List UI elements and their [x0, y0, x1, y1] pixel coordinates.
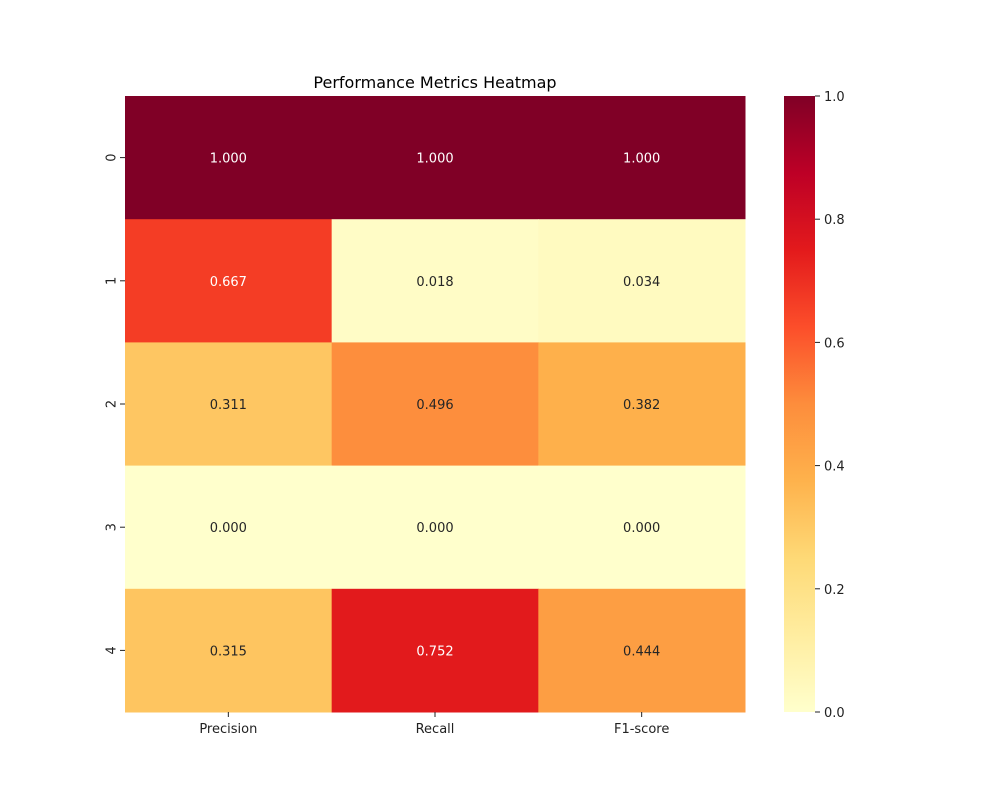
cell-value-label: 1.000 — [210, 152, 247, 167]
heatmap-cell-r4-f1-score — [538, 588, 746, 713]
cell-value-label: 0.000 — [623, 521, 660, 536]
cell-value-label: 0.667 — [210, 275, 247, 290]
heatmap-cell-r2-f1-score — [538, 342, 746, 467]
cell-value-label: 0.496 — [416, 398, 453, 413]
cell-value-label: 0.752 — [416, 644, 453, 659]
colorbar-tick-label: 0.4 — [824, 460, 845, 475]
x-tick-label: Recall — [416, 722, 455, 737]
cell-value-label: 0.034 — [623, 275, 660, 290]
heatmap-cell-r1-precision — [125, 219, 333, 343]
heatmap-cell-r2-recall — [331, 342, 539, 467]
heatmap-cell-r4-recall — [331, 588, 539, 713]
colorbar-gradient — [784, 96, 815, 712]
cell-value-label: 0.444 — [623, 644, 660, 659]
colorbar-tick-label: 0.0 — [824, 706, 845, 721]
cell-value-label: 0.311 — [210, 398, 247, 413]
cell-value-label: 0.000 — [416, 521, 453, 536]
chart-title: Performance Metrics Heatmap — [313, 73, 556, 92]
y-tick-label: 1 — [105, 277, 120, 285]
heatmap-cells — [125, 96, 746, 713]
cell-value-label: 1.000 — [623, 152, 660, 167]
cell-value-label: 0.000 — [210, 521, 247, 536]
heatmap-cell-r1-recall — [331, 219, 539, 343]
heatmap-cell-r0-f1-score — [538, 96, 746, 220]
colorbar-tick-label: 0.2 — [824, 583, 845, 598]
x-axis: Precision Recall F1-score — [199, 712, 669, 737]
y-tick-label: 2 — [105, 400, 120, 408]
y-tick-label: 0 — [105, 153, 120, 161]
heatmap-cell-r0-precision — [125, 96, 333, 220]
heatmap-cell-r4-precision — [125, 588, 333, 713]
heatmap-cell-r3-recall — [331, 465, 539, 590]
x-tick-label: Precision — [199, 722, 257, 737]
cell-value-label: 0.018 — [416, 275, 453, 290]
heatmap-cell-r3-f1-score — [538, 465, 746, 590]
heatmap-cell-r2-precision — [125, 342, 333, 467]
colorbar-tick-label: 1.0 — [824, 90, 845, 105]
y-tick-label: 3 — [105, 523, 120, 531]
cell-value-label: 0.315 — [210, 644, 247, 659]
heatmap-cell-r0-recall — [331, 96, 539, 220]
colorbar: 0.0 0.2 0.4 0.6 0.8 1.0 — [784, 90, 845, 721]
cell-value-label: 1.000 — [416, 152, 453, 167]
heatmap-cell-r1-f1-score — [538, 219, 746, 343]
colorbar-tick-label: 0.8 — [824, 213, 845, 228]
y-axis: 0 1 2 3 4 — [105, 153, 125, 655]
cell-value-label: 0.382 — [623, 398, 660, 413]
x-tick-label: F1-score — [614, 722, 669, 737]
heatmap-cell-labels: 1.000 1.000 1.000 0.667 0.018 0.034 0.311 0.496… — [210, 152, 661, 660]
colorbar-tick-label: 0.6 — [824, 336, 845, 351]
heatmap-cell-r3-precision — [125, 465, 333, 590]
y-tick-label: 4 — [105, 646, 120, 654]
